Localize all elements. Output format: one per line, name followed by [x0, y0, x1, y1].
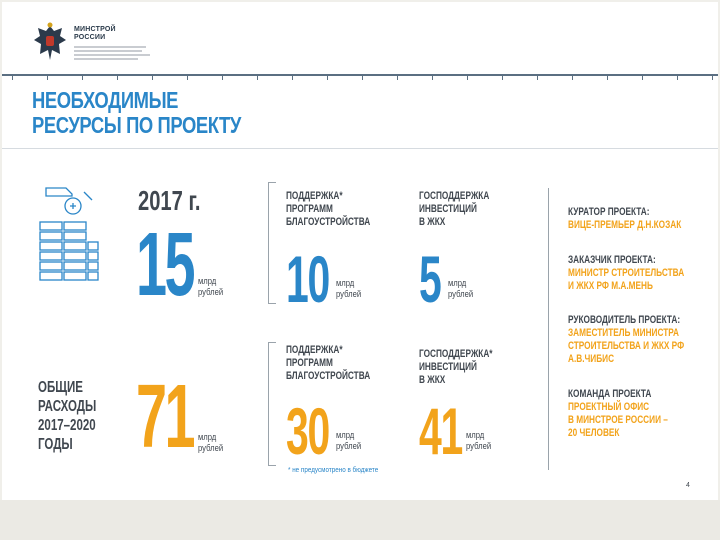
label-line: ГОСПОДДЕРЖКА* [419, 348, 493, 360]
unit-line2: рублей [198, 287, 224, 297]
team-customer: ЗАКАЗЧИК ПРОЕКТА: МИНИСТР СТРОИТЕЛЬСТВА … [568, 254, 684, 293]
total-period-value: 71 [136, 367, 196, 467]
footnote: * не предусмотрено в бюджете [288, 467, 379, 474]
team-person: В МИНСТРОЕ РОССИИ – [568, 414, 668, 426]
label-line: ПРОГРАММ [286, 357, 333, 369]
ruler-ticks [2, 74, 718, 80]
bottom-bar [0, 500, 720, 540]
unit-line2: рублей [448, 289, 474, 299]
page-title: НЕОБХОДИМЫЕ РЕСУРСЫ ПО ПРОЕКТУ [32, 88, 241, 138]
unit-line2: рублей [466, 441, 492, 451]
unit-line1: млрд [466, 430, 485, 440]
unit-line1: млрд [198, 276, 217, 286]
label-line: 2017–2020 [38, 417, 96, 434]
total-period-label: ОБЩИЕ РАСХОДЫ 2017–2020 ГОДЫ [38, 378, 96, 454]
team-office: КОМАНДА ПРОЕКТА ПРОЕКТНЫЙ ОФИС В МИНСТРО… [568, 388, 668, 440]
unit-line2: рублей [198, 443, 224, 453]
unit-line2: рублей [336, 289, 362, 299]
label-line: В ЖКХ [419, 374, 446, 386]
org-name: МИНСТРОЙ РОССИИ [74, 26, 116, 42]
total-2017-value: 15 [136, 215, 196, 315]
invest-2017-value: 5 [419, 242, 442, 316]
team-person: ЗАМЕСТИТЕЛЬ МИНИСТРА [568, 327, 679, 339]
org-subtitle-lines [74, 46, 150, 62]
team-person: ВИЦЕ-ПРЕМЬЕР Д.Н.КОЗАК [568, 219, 682, 231]
label-line: ИНВЕСТИЦИЙ [419, 361, 477, 373]
page-number: 4 [686, 482, 690, 489]
bracket-2017 [268, 182, 276, 304]
support-total-unit: млрд рублей [336, 430, 361, 452]
label-line: ПОДДЕРЖКА* [286, 190, 343, 202]
label-line: ПРОГРАММ [286, 203, 333, 215]
org-name-line1: МИНСТРОЙ [74, 26, 116, 33]
page-title-line2: РЕСУРСЫ ПО ПРОЕКТУ [32, 112, 241, 138]
unit-line1: млрд [448, 278, 467, 288]
team-person: МИНИСТР СТРОИТЕЛЬСТВА [568, 267, 685, 279]
team-head: РУКОВОДИТЕЛЬ ПРОЕКТА: ЗАМЕСТИТЕЛЬ МИНИСТ… [568, 314, 684, 366]
team-person: ПРОЕКТНЫЙ ОФИС [568, 401, 650, 413]
invest-2017-label: ГОСПОДДЕРЖКА ИНВЕСТИЦИЙ В ЖКХ [419, 190, 489, 229]
label-line: БЛАГОУСТРОЙСТВА [286, 370, 371, 382]
team-curator: КУРАТОР ПРОЕКТА: ВИЦЕ-ПРЕМЬЕР Д.Н.КОЗАК [568, 206, 681, 232]
label-line: ГОСПОДДЕРЖКА [419, 190, 490, 202]
team-role: КУРАТОР ПРОЕКТА: [568, 206, 650, 218]
bracket-total [268, 342, 276, 466]
label-line: ПОДДЕРЖКА* [286, 344, 343, 356]
unit-line1: млрд [336, 430, 355, 440]
support-2017-label: ПОДДЕРЖКА* ПРОГРАММ БЛАГОУСТРОЙСТВА [286, 190, 370, 229]
money-stack-icon [39, 187, 99, 281]
support-2017-value: 10 [286, 242, 330, 316]
label-line: В ЖКХ [419, 216, 446, 228]
team-person: 20 ЧЕЛОВЕК [568, 427, 620, 439]
header-divider [2, 148, 718, 149]
slide: МИНСТРОЙ РОССИИ НЕОБХОДИМЫЕ РЕСУРСЫ ПО П… [2, 2, 718, 500]
team-person: А.В.ЧИБИС [568, 353, 615, 365]
unit-line2: рублей [336, 441, 362, 451]
unit-line1: млрд [198, 432, 217, 442]
support-2017-unit: млрд рублей [336, 278, 361, 300]
invest-total-value: 41 [419, 394, 463, 468]
invest-2017-unit: млрд рублей [448, 278, 473, 300]
label-line: ГОДЫ [38, 436, 73, 453]
coat-of-arms-icon [34, 22, 66, 60]
invest-total-label: ГОСПОДДЕРЖКА* ИНВЕСТИЦИЙ В ЖКХ [419, 348, 493, 387]
label-line: РАСХОДЫ [38, 398, 97, 415]
year-2017-label: 2017 г. [138, 185, 201, 216]
label-line: ИНВЕСТИЦИЙ [419, 203, 477, 215]
team-role: РУКОВОДИТЕЛЬ ПРОЕКТА: [568, 314, 681, 326]
unit-line1: млрд [336, 278, 355, 288]
label-line: БЛАГОУСТРОЙСТВА [286, 216, 371, 228]
label-line: ОБЩИЕ [38, 379, 83, 396]
invest-total-unit: млрд рублей [466, 430, 491, 452]
total-period-unit: млрд рублей [198, 432, 223, 454]
page-title-line1: НЕОБХОДИМЫЕ [32, 87, 179, 113]
total-2017-unit: млрд рублей [198, 276, 223, 298]
support-total-label: ПОДДЕРЖКА* ПРОГРАММ БЛАГОУСТРОЙСТВА [286, 344, 370, 383]
team-person: И ЖКХ РФ М.А.МЕНЬ [568, 280, 653, 292]
team-role: ЗАКАЗЧИК ПРОЕКТА: [568, 254, 656, 266]
support-total-value: 30 [286, 394, 330, 468]
org-name-line2: РОССИИ [74, 34, 106, 41]
team-person: СТРОИТЕЛЬСТВА И ЖКХ РФ [568, 340, 685, 352]
team-divider [548, 188, 549, 470]
team-role: КОМАНДА ПРОЕКТА [568, 388, 652, 400]
